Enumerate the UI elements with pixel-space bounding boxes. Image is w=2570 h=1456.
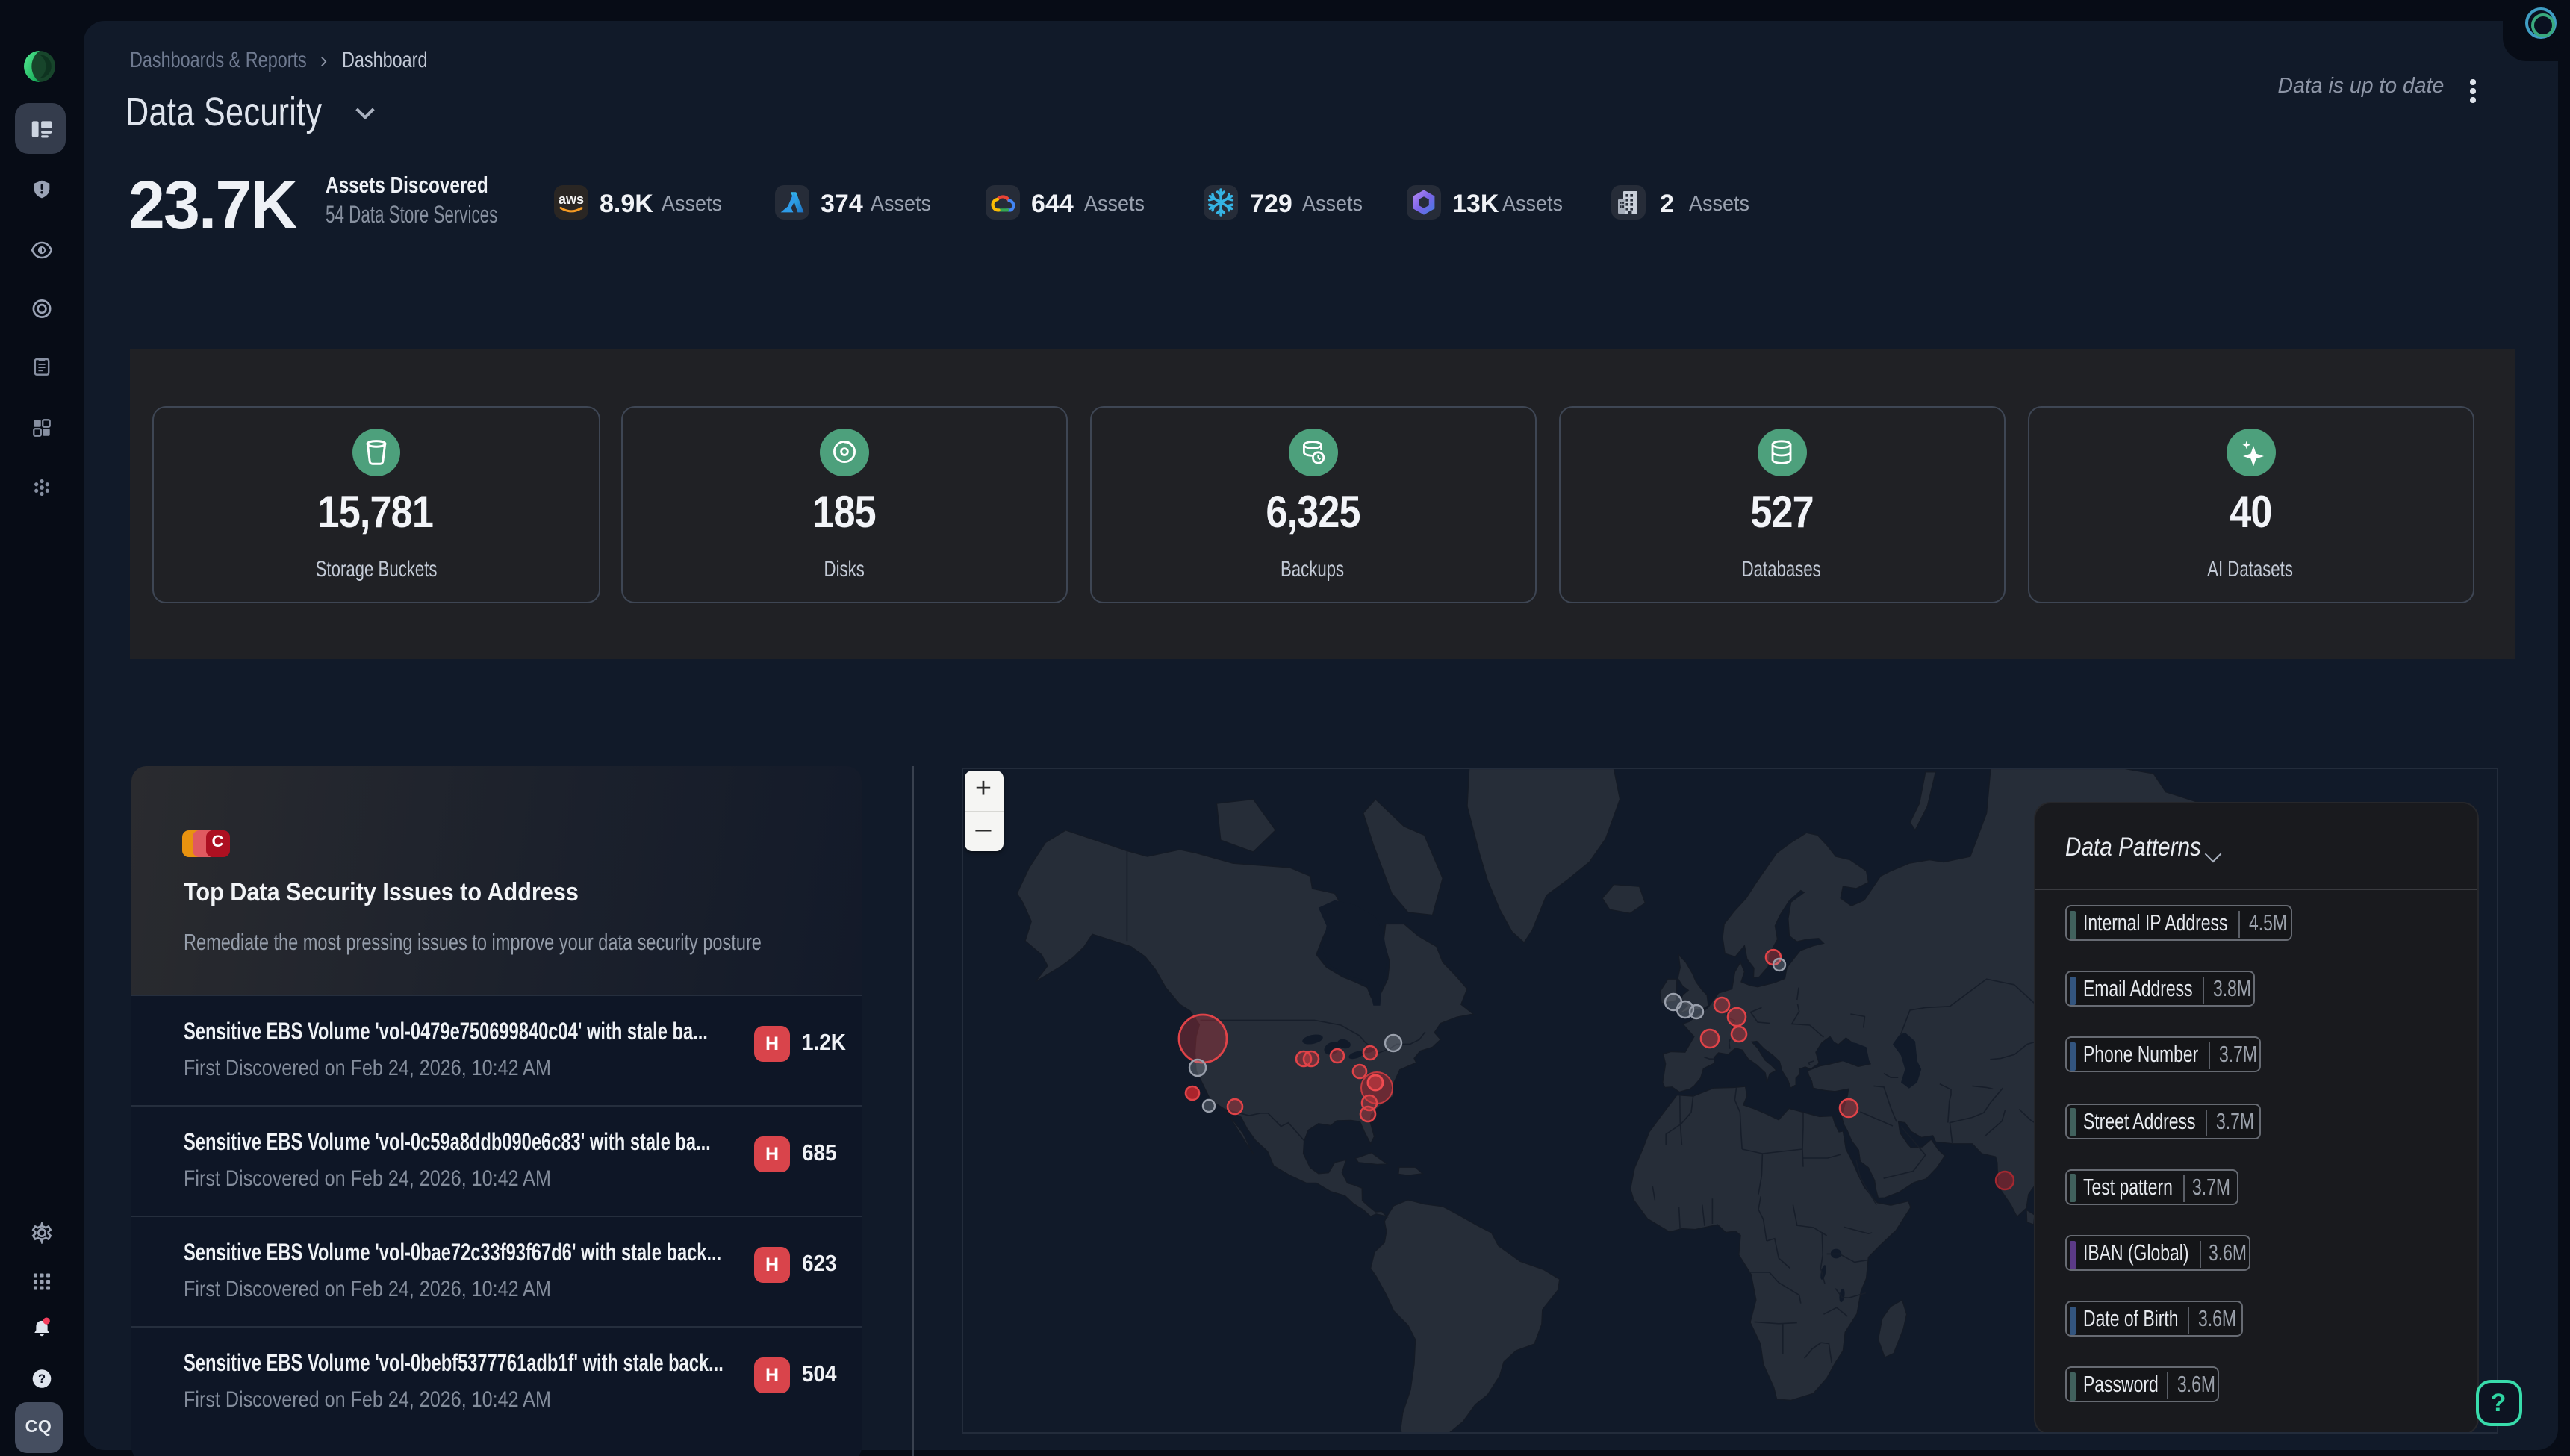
svg-text:?: ? (37, 1372, 45, 1385)
svg-text:aws: aws (558, 192, 583, 207)
